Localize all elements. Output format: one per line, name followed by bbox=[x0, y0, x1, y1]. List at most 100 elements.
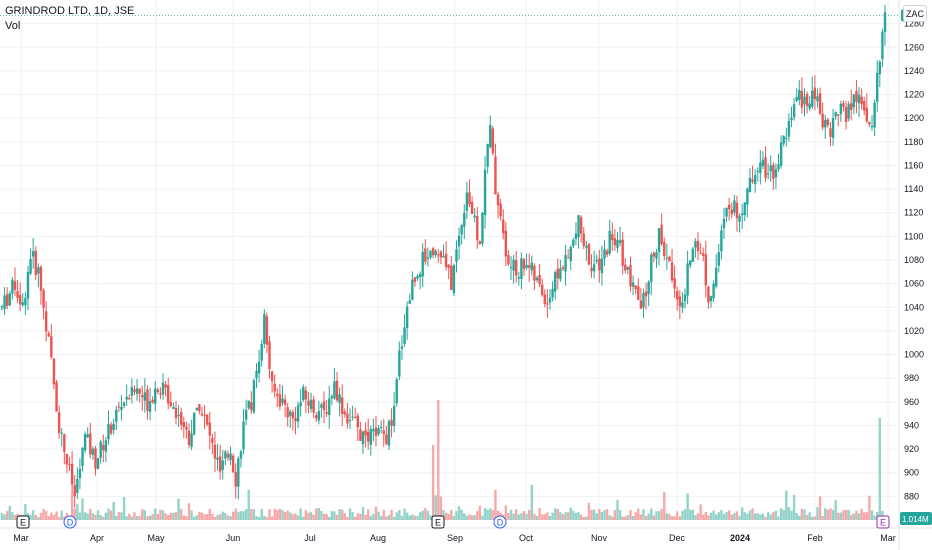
earnings-marker[interactable] bbox=[16, 515, 30, 529]
candle-body bbox=[746, 188, 749, 205]
volume-bar bbox=[520, 513, 523, 520]
volume-bar bbox=[808, 512, 811, 520]
volume-bar bbox=[561, 514, 565, 520]
volume-bar bbox=[364, 514, 367, 520]
candle-body bbox=[465, 192, 469, 211]
volume-bar bbox=[686, 493, 689, 520]
candle-body bbox=[852, 94, 856, 108]
candle-body bbox=[881, 31, 884, 60]
volume-bar bbox=[481, 515, 484, 520]
x-tick-label: Aug bbox=[370, 533, 386, 543]
candle-body bbox=[289, 411, 292, 416]
volume-bar bbox=[803, 509, 806, 520]
candle-body bbox=[39, 266, 43, 291]
volume-bar bbox=[650, 508, 653, 520]
volume-bar bbox=[504, 505, 508, 520]
candle-body bbox=[540, 284, 544, 296]
earnings-marker[interactable] bbox=[876, 515, 890, 529]
candle-body bbox=[504, 230, 508, 257]
volume-bar bbox=[489, 508, 492, 520]
candle-body bbox=[668, 256, 671, 262]
volume-bar bbox=[400, 515, 404, 520]
candle-body bbox=[629, 264, 632, 287]
earnings-marker[interactable] bbox=[431, 515, 445, 529]
volume-bar bbox=[392, 516, 396, 520]
candle-body bbox=[574, 233, 578, 239]
candle-body bbox=[631, 282, 635, 287]
candle-body bbox=[291, 412, 295, 419]
volume-bar bbox=[725, 512, 728, 520]
volume-bar bbox=[260, 508, 263, 520]
candle-body bbox=[704, 254, 708, 286]
volume-bar bbox=[351, 512, 354, 520]
candle-body bbox=[55, 382, 58, 412]
candle-body bbox=[429, 250, 432, 258]
candle-body bbox=[34, 250, 37, 275]
candle-body bbox=[590, 267, 593, 272]
x-tick-label: Feb bbox=[807, 533, 823, 543]
candle-body bbox=[44, 311, 48, 332]
candle-body bbox=[870, 125, 874, 128]
volume-bar bbox=[844, 509, 848, 520]
volume-bar bbox=[174, 512, 178, 520]
y-tick-label: 1060 bbox=[904, 279, 924, 289]
volume-bar bbox=[652, 515, 656, 520]
volume-bar bbox=[496, 510, 500, 520]
candle-body bbox=[863, 101, 866, 111]
candle-body bbox=[512, 259, 515, 271]
volume-bar bbox=[777, 516, 780, 520]
volume-bar bbox=[221, 511, 224, 520]
volume-indicator-label[interactable]: Vol bbox=[5, 20, 21, 32]
symbol-title[interactable]: GRINDROD LTD, 1D, JSE bbox=[5, 5, 135, 17]
candle-body bbox=[211, 438, 214, 443]
candle-body bbox=[603, 249, 606, 259]
volume-bar bbox=[631, 516, 635, 520]
volume-bar bbox=[224, 513, 227, 520]
candle-body bbox=[96, 458, 100, 469]
candle-body bbox=[216, 457, 219, 460]
volume-bar bbox=[795, 513, 798, 520]
volume-bar bbox=[787, 507, 791, 520]
volume-bar bbox=[70, 493, 74, 520]
volume-bar bbox=[182, 515, 185, 520]
candle-body bbox=[626, 266, 630, 270]
volume-bar bbox=[748, 510, 752, 520]
dividend-marker[interactable] bbox=[63, 515, 77, 529]
x-tick-label: Mar bbox=[880, 533, 896, 543]
volume-bar bbox=[24, 504, 27, 520]
volume-bar bbox=[603, 510, 606, 520]
candle-body bbox=[499, 203, 502, 217]
candle-body bbox=[447, 265, 450, 268]
volume-bar bbox=[800, 508, 804, 520]
volume-bar bbox=[190, 510, 193, 520]
candle-body bbox=[546, 303, 549, 305]
candle-body bbox=[816, 96, 819, 102]
volume-bar bbox=[57, 516, 61, 520]
volume-bar bbox=[657, 511, 661, 520]
candle-body bbox=[348, 419, 352, 421]
dividend-marker[interactable] bbox=[493, 515, 507, 529]
volume-bar bbox=[418, 512, 422, 520]
candle-body bbox=[509, 267, 513, 269]
candle-body bbox=[328, 398, 331, 415]
volume-bar bbox=[146, 516, 149, 520]
volume-bar bbox=[546, 512, 549, 520]
candle-body bbox=[104, 440, 108, 452]
volume-bar bbox=[34, 515, 37, 520]
volume-bar bbox=[676, 511, 679, 520]
candle-body bbox=[346, 413, 349, 424]
candle-body bbox=[774, 169, 778, 178]
candle-body bbox=[681, 302, 684, 308]
volume-bar bbox=[811, 516, 814, 520]
volume-bar bbox=[616, 499, 619, 520]
volume-bar bbox=[733, 512, 736, 520]
candle-body bbox=[65, 453, 69, 465]
candle-body bbox=[24, 298, 27, 306]
candle-body bbox=[68, 464, 71, 466]
candle-body bbox=[824, 119, 827, 128]
volume-bar bbox=[335, 514, 339, 520]
candle-body bbox=[855, 91, 858, 102]
y-tick-label: 1200 bbox=[904, 113, 924, 123]
candle-body bbox=[359, 429, 362, 441]
